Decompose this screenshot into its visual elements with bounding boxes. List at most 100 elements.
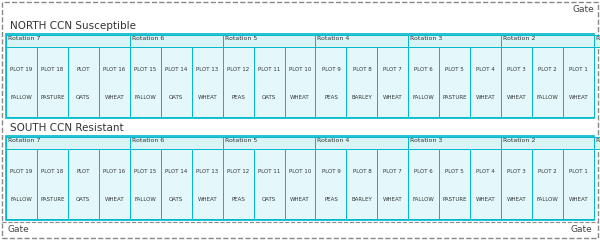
- Bar: [501, 35, 594, 47]
- Bar: [532, 149, 563, 219]
- Text: PLOT 10: PLOT 10: [289, 169, 311, 174]
- Text: PLOT 12: PLOT 12: [227, 67, 249, 72]
- Text: PASTURE: PASTURE: [442, 197, 467, 202]
- Bar: [316, 35, 409, 47]
- Bar: [99, 47, 130, 117]
- Text: PLOT 1: PLOT 1: [569, 169, 588, 174]
- Text: WHEAT: WHEAT: [104, 197, 124, 202]
- Bar: [501, 149, 532, 219]
- Bar: [37, 149, 68, 219]
- Text: Rotation 3: Rotation 3: [410, 138, 443, 143]
- Text: OATS: OATS: [76, 95, 91, 100]
- Text: Gate: Gate: [570, 226, 592, 234]
- Bar: [6, 122, 594, 136]
- Text: FALLOW: FALLOW: [413, 95, 435, 100]
- Text: Rotation 7: Rotation 7: [8, 36, 40, 41]
- Text: PLOT 18: PLOT 18: [41, 67, 64, 72]
- Bar: [501, 137, 594, 149]
- Bar: [6, 149, 37, 219]
- Text: PLOT 14: PLOT 14: [165, 67, 187, 72]
- Text: PLOT 8: PLOT 8: [353, 67, 371, 72]
- Text: WHEAT: WHEAT: [476, 95, 496, 100]
- Text: WHEAT: WHEAT: [197, 197, 217, 202]
- Text: PLOT 15: PLOT 15: [134, 67, 157, 72]
- Text: WHEAT: WHEAT: [290, 95, 310, 100]
- Text: PLOT 5: PLOT 5: [445, 67, 464, 72]
- Bar: [223, 47, 254, 117]
- Text: WHEAT: WHEAT: [507, 197, 526, 202]
- Text: OATS: OATS: [76, 197, 91, 202]
- Text: PLOT 2: PLOT 2: [538, 67, 557, 72]
- Text: PLOT 6: PLOT 6: [415, 169, 433, 174]
- Bar: [6, 47, 37, 117]
- Text: WHEAT: WHEAT: [197, 95, 217, 100]
- Bar: [99, 149, 130, 219]
- Text: FALLOW: FALLOW: [11, 95, 32, 100]
- Bar: [284, 47, 316, 117]
- Text: PEAS: PEAS: [231, 95, 245, 100]
- Bar: [409, 149, 439, 219]
- Bar: [130, 47, 161, 117]
- Text: BARLEY: BARLEY: [352, 197, 372, 202]
- Text: PLOT 13: PLOT 13: [196, 67, 218, 72]
- Text: Rotation 3: Rotation 3: [410, 36, 443, 41]
- Text: Rotation 1: Rotation 1: [596, 36, 600, 41]
- Bar: [439, 47, 470, 117]
- Text: OATS: OATS: [169, 197, 184, 202]
- Text: WHEAT: WHEAT: [383, 95, 403, 100]
- Text: PLOT 11: PLOT 11: [258, 67, 280, 72]
- Text: PLOT 2: PLOT 2: [538, 169, 557, 174]
- Bar: [346, 47, 377, 117]
- Text: PLOT 4: PLOT 4: [476, 169, 495, 174]
- Bar: [223, 149, 254, 219]
- Bar: [439, 149, 470, 219]
- Text: WHEAT: WHEAT: [383, 197, 403, 202]
- Bar: [68, 149, 99, 219]
- Bar: [161, 149, 191, 219]
- Text: Gate: Gate: [8, 226, 30, 234]
- Text: PASTURE: PASTURE: [40, 197, 65, 202]
- Text: PLOT 9: PLOT 9: [322, 169, 340, 174]
- Bar: [223, 35, 316, 47]
- Text: WHEAT: WHEAT: [104, 95, 124, 100]
- Bar: [284, 149, 316, 219]
- Bar: [594, 35, 600, 47]
- Bar: [316, 149, 346, 219]
- Text: Rotation 4: Rotation 4: [317, 138, 350, 143]
- Text: PEAS: PEAS: [324, 197, 338, 202]
- Text: PLOT 5: PLOT 5: [445, 169, 464, 174]
- Text: NORTH CCN Susceptible: NORTH CCN Susceptible: [10, 21, 136, 31]
- Bar: [6, 20, 594, 34]
- Bar: [6, 35, 130, 47]
- Text: Rotation 7: Rotation 7: [8, 138, 40, 143]
- Bar: [409, 47, 439, 117]
- Text: Rotation 6: Rotation 6: [132, 138, 164, 143]
- Bar: [409, 137, 501, 149]
- Text: PLOT: PLOT: [77, 67, 90, 72]
- Bar: [223, 137, 316, 149]
- Bar: [532, 47, 563, 117]
- Text: Rotation 2: Rotation 2: [503, 138, 536, 143]
- Bar: [377, 149, 409, 219]
- Text: PLOT 8: PLOT 8: [353, 169, 371, 174]
- Bar: [6, 136, 594, 220]
- Bar: [316, 47, 346, 117]
- Bar: [316, 137, 409, 149]
- Text: OATS: OATS: [169, 95, 184, 100]
- Text: Rotation 1: Rotation 1: [596, 138, 600, 143]
- Bar: [501, 47, 532, 117]
- Bar: [161, 47, 191, 117]
- Text: PEAS: PEAS: [231, 197, 245, 202]
- Text: Gate: Gate: [572, 5, 594, 14]
- Text: FALLOW: FALLOW: [413, 197, 435, 202]
- Text: FALLOW: FALLOW: [134, 95, 156, 100]
- Bar: [254, 47, 284, 117]
- Text: PLOT 19: PLOT 19: [10, 169, 32, 174]
- Text: WHEAT: WHEAT: [507, 95, 526, 100]
- Text: PLOT 7: PLOT 7: [383, 169, 402, 174]
- Text: Rotation 4: Rotation 4: [317, 36, 350, 41]
- Text: BARLEY: BARLEY: [352, 95, 372, 100]
- Text: PASTURE: PASTURE: [442, 95, 467, 100]
- Text: SOUTH CCN Resistant: SOUTH CCN Resistant: [10, 123, 124, 133]
- Text: PASTURE: PASTURE: [40, 95, 65, 100]
